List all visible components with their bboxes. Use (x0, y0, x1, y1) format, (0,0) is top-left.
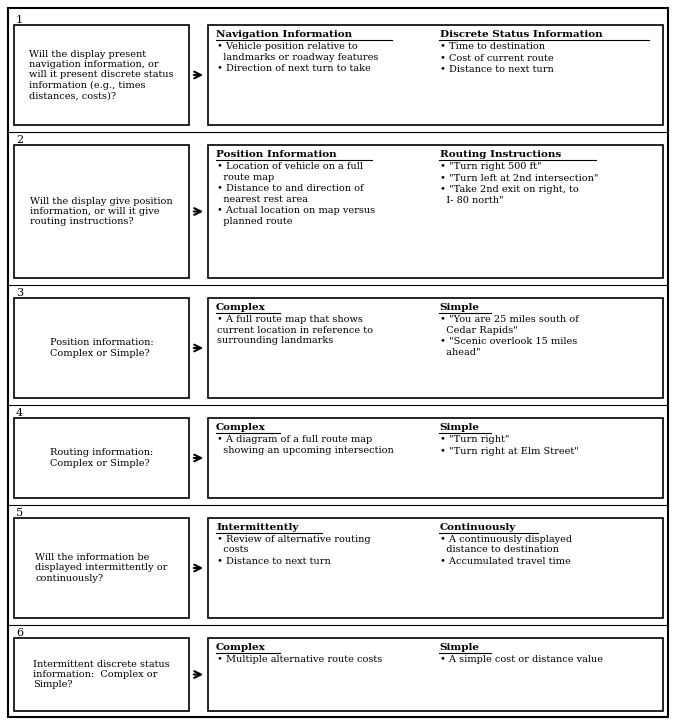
Text: surrounding landmarks: surrounding landmarks (217, 336, 333, 345)
Text: • Vehicle position relative to: • Vehicle position relative to (217, 42, 358, 51)
Text: • Review of alternative routing: • Review of alternative routing (217, 535, 370, 544)
Text: • Multiple alternative route costs: • Multiple alternative route costs (217, 655, 382, 664)
Text: 4: 4 (16, 408, 23, 418)
Bar (14, 25, 189, 125)
Text: Will the display give position
information, or will it give
routing instructions: Will the display give position informati… (30, 196, 173, 226)
Text: • Direction of next turn to take: • Direction of next turn to take (217, 64, 370, 73)
Bar (14, 418, 189, 498)
Text: • A continuously displayed: • A continuously displayed (441, 535, 573, 544)
Text: • "Turn left at 2nd intersection": • "Turn left at 2nd intersection" (441, 173, 599, 183)
Text: • A full route map that shows: • A full route map that shows (217, 315, 363, 324)
Text: I- 80 north": I- 80 north" (441, 196, 504, 204)
Text: • A simple cost or distance value: • A simple cost or distance value (441, 655, 604, 664)
Text: Simple: Simple (439, 643, 479, 652)
Text: Continuously: Continuously (439, 523, 516, 532)
Bar (208, 145, 663, 278)
Text: 5: 5 (16, 508, 23, 518)
Text: Simple: Simple (439, 303, 479, 312)
Text: Routing Instructions: Routing Instructions (439, 150, 561, 159)
Text: route map: route map (217, 173, 274, 181)
Text: Will the information be
displayed intermittently or
continuously?: Will the information be displayed interm… (35, 553, 168, 583)
Text: costs: costs (217, 545, 249, 555)
Text: • Accumulated travel time: • Accumulated travel time (441, 557, 571, 566)
Text: • A diagram of a full route map: • A diagram of a full route map (217, 435, 372, 444)
Text: 6: 6 (16, 628, 23, 638)
Text: Cedar Rapids": Cedar Rapids" (441, 326, 518, 334)
Text: • Distance to and direction of: • Distance to and direction of (217, 184, 364, 193)
Bar (14, 518, 189, 618)
Bar (14, 638, 189, 711)
Text: Position Information: Position Information (216, 150, 337, 159)
Text: ahead": ahead" (441, 347, 481, 357)
Text: • Distance to next turn: • Distance to next turn (441, 65, 554, 74)
Text: • Time to destination: • Time to destination (441, 42, 546, 51)
Text: Complex: Complex (216, 643, 266, 652)
Text: Intermittently: Intermittently (216, 523, 298, 532)
Bar (14, 298, 189, 398)
Text: • "Turn right": • "Turn right" (441, 435, 510, 444)
Bar (208, 298, 663, 398)
Text: Will the display present
navigation information, or
will it present discrete sta: Will the display present navigation info… (29, 49, 174, 100)
Text: Simple: Simple (439, 423, 479, 432)
Bar (208, 25, 663, 125)
Text: landmarks or roadway features: landmarks or roadway features (217, 52, 379, 62)
Text: • Actual location on map versus: • Actual location on map versus (217, 206, 375, 215)
Text: Intermittent discrete status
information:  Complex or
Simple?: Intermittent discrete status information… (33, 660, 170, 689)
Text: 2: 2 (16, 135, 23, 145)
Text: • "Scenic overlook 15 miles: • "Scenic overlook 15 miles (441, 337, 578, 346)
Text: 3: 3 (16, 288, 23, 298)
Bar (14, 145, 189, 278)
Text: showing an upcoming intersection: showing an upcoming intersection (217, 445, 393, 455)
Text: 1: 1 (16, 15, 23, 25)
Text: current location in reference to: current location in reference to (217, 326, 373, 334)
Bar (208, 418, 663, 498)
Text: • Location of vehicle on a full: • Location of vehicle on a full (217, 162, 363, 171)
Text: Position information:
Complex or Simple?: Position information: Complex or Simple? (50, 339, 153, 357)
Text: Navigation Information: Navigation Information (216, 30, 352, 39)
Bar (208, 638, 663, 711)
Text: nearest rest area: nearest rest area (217, 194, 308, 204)
Text: distance to destination: distance to destination (441, 545, 559, 555)
Text: planned route: planned route (217, 217, 293, 225)
Text: • "Turn right at Elm Street": • "Turn right at Elm Street" (441, 447, 579, 455)
Text: Routing information:
Complex or Simple?: Routing information: Complex or Simple? (50, 448, 153, 468)
Text: • "You are 25 miles south of: • "You are 25 miles south of (441, 315, 579, 324)
Text: • Cost of current route: • Cost of current route (441, 54, 554, 62)
Text: • Distance to next turn: • Distance to next turn (217, 557, 331, 566)
Text: • "Take 2nd exit on right, to: • "Take 2nd exit on right, to (441, 185, 579, 194)
Bar (208, 518, 663, 618)
Text: Complex: Complex (216, 303, 266, 312)
Text: Discrete Status Information: Discrete Status Information (439, 30, 602, 39)
Text: • "Turn right 500 ft": • "Turn right 500 ft" (441, 162, 542, 171)
Text: Complex: Complex (216, 423, 266, 432)
